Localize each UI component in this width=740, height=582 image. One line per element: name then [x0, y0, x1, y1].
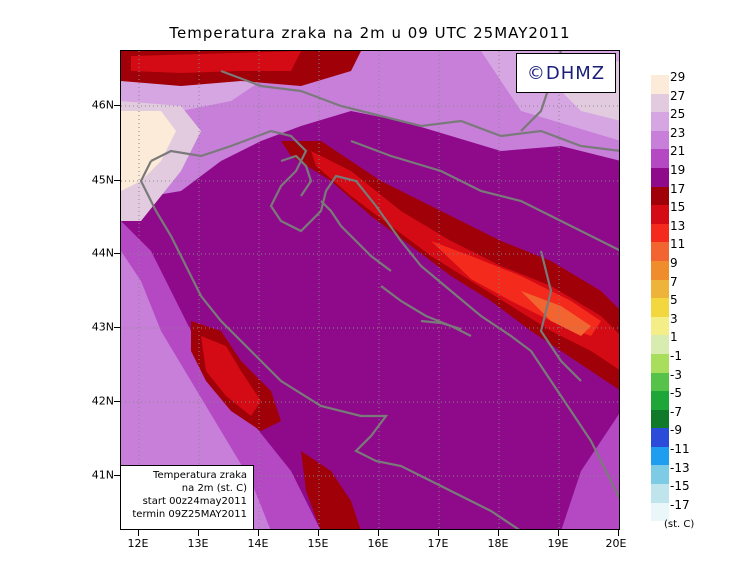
legend-swatch	[651, 298, 669, 317]
info-box: Temperatura zraka na 2m (st. C) start 00…	[120, 465, 254, 530]
legend-swatch	[651, 260, 669, 280]
legend-swatch	[651, 112, 669, 131]
lon-tick	[318, 530, 319, 536]
lon-tick	[438, 530, 439, 536]
legend-label: 1	[670, 330, 678, 345]
info-line-1: Temperatura zraka	[153, 470, 247, 481]
legend-swatch	[651, 242, 669, 261]
legend-swatch	[651, 167, 669, 187]
legend-swatch	[651, 149, 669, 168]
legend-swatch	[651, 502, 669, 522]
italy-inland-zone	[121, 251, 271, 529]
lon-tick	[198, 530, 199, 536]
legend-swatch	[651, 484, 669, 503]
legend-label: -1	[670, 349, 682, 363]
lat-tick	[114, 475, 120, 476]
legend-swatch	[651, 75, 669, 94]
lon-tick	[498, 530, 499, 536]
legend-label: -15	[670, 479, 690, 494]
legend-label: 21	[670, 144, 686, 159]
lat-tick	[114, 180, 120, 181]
legend-swatch	[651, 465, 669, 485]
legend-label: 29	[670, 70, 686, 84]
legend-label: 7	[670, 274, 678, 289]
lat-label: 45N	[91, 173, 114, 187]
info-line-4: termin 09Z25MAY2011	[132, 509, 247, 520]
lat-tick	[114, 327, 120, 328]
lat-label: 41N	[91, 468, 114, 482]
lon-label: 15E	[307, 537, 329, 550]
lon-label: 14E	[247, 537, 269, 550]
legend-swatch	[651, 335, 669, 354]
lon-label: 18E	[487, 537, 509, 550]
legend-label: 23	[670, 125, 686, 140]
lon-label: 13E	[187, 537, 209, 550]
legend-label: 5	[670, 293, 678, 308]
legend-label: 13	[670, 218, 686, 233]
lat-tick	[114, 105, 120, 106]
legend-label: 11	[670, 237, 686, 252]
info-line-3: start 00z24may2011	[142, 496, 247, 507]
lat-label: 46N	[91, 98, 114, 112]
legend-label: -17	[670, 497, 690, 512]
legend-label: 9	[670, 256, 678, 270]
legend-swatch	[651, 446, 669, 466]
legend-label: -3	[670, 367, 682, 382]
legend-unit: (st. C)	[664, 519, 695, 530]
lon-label: 16E	[367, 537, 389, 550]
legend-label: -13	[670, 460, 690, 475]
legend-label: 15	[670, 200, 686, 215]
legend-swatch	[651, 409, 669, 429]
legend-swatch	[651, 130, 669, 150]
legend-label: 3	[670, 311, 678, 326]
lon-label: 12E	[127, 537, 149, 550]
legend-swatch	[651, 353, 669, 373]
lon-label: 20E	[605, 537, 627, 550]
lon-tick	[138, 530, 139, 536]
lat-label: 42N	[91, 394, 114, 408]
legend-label: 17	[670, 181, 686, 196]
lat-label: 43N	[91, 320, 114, 334]
legend-label: -5	[670, 386, 682, 401]
lat-label: 44N	[91, 246, 114, 260]
legend-swatch	[651, 372, 669, 392]
legend-label: 19	[670, 163, 686, 177]
info-line-2: na 2m (st. C)	[181, 483, 247, 494]
dinaric-peak-zone	[521, 291, 591, 336]
dhmz-watermark: ©DHMZ	[516, 53, 616, 93]
albania-land-zone	[561, 414, 619, 529]
lon-tick	[258, 530, 259, 536]
legend-label: 27	[670, 88, 686, 103]
lat-tick	[114, 401, 120, 402]
legend-label: 25	[670, 107, 686, 122]
coastlines	[139, 51, 619, 529]
lon-tick	[378, 530, 379, 536]
south-apennines-band	[301, 451, 361, 529]
legend-swatch	[651, 93, 669, 113]
legend-swatch	[651, 316, 669, 336]
legend-swatch	[651, 223, 669, 243]
lon-tick	[618, 530, 619, 536]
legend-swatch	[651, 391, 669, 410]
lon-label: 17E	[427, 537, 449, 550]
legend-swatch	[651, 279, 669, 299]
legend-swatch	[651, 205, 669, 224]
temperature-field	[121, 51, 619, 529]
lon-label: 19E	[547, 537, 569, 550]
legend-label: -9	[670, 423, 682, 438]
legend-swatch	[651, 428, 669, 447]
lon-tick	[558, 530, 559, 536]
lat-tick	[114, 253, 120, 254]
color-legend	[651, 75, 669, 522]
legend-label: -11	[670, 442, 690, 456]
legend-swatch	[651, 186, 669, 206]
warm-plain-zone	[121, 111, 176, 191]
legend-label: -7	[670, 404, 682, 419]
temperature-map	[120, 50, 620, 530]
apennines-colder-band	[201, 336, 261, 416]
map-title: Temperatura zraka na 2m u 09 UTC 25MAY20…	[169, 24, 571, 42]
